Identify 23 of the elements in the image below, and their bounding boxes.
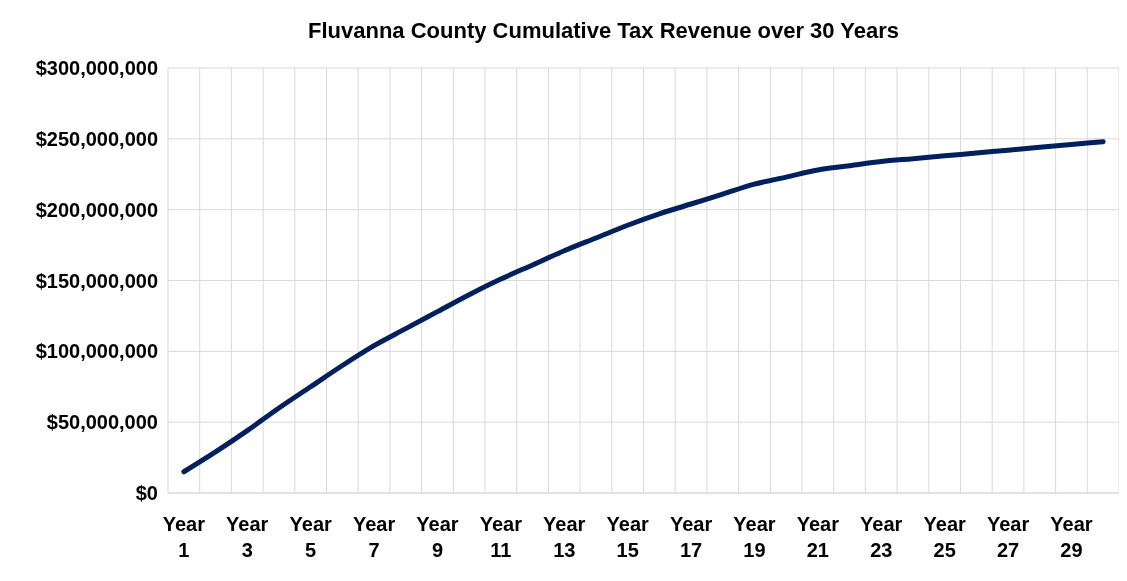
y-tick-label: $100,000,000 bbox=[35, 340, 158, 363]
x-tick-label: Year 29 bbox=[1050, 513, 1093, 561]
y-tick-label: $200,000,000 bbox=[35, 198, 158, 221]
x-tick-label: Year 11 bbox=[479, 513, 523, 561]
x-tick-label: Year 27 bbox=[986, 513, 1030, 561]
x-tick-label: Year 25 bbox=[923, 513, 966, 561]
x-tick-label: Year 23 bbox=[860, 513, 903, 561]
y-tick-label: $0 bbox=[135, 482, 158, 504]
y-tick-label: $50,000,000 bbox=[46, 411, 158, 434]
chart-title: Fluvanna County Cumulative Tax Revenue over 30 Years bbox=[308, 18, 899, 43]
x-tick-label: Year 13 bbox=[543, 513, 586, 561]
x-tick-label: Year 3 bbox=[226, 513, 269, 561]
x-tick-label: Year 5 bbox=[289, 513, 332, 561]
y-tick-label: $150,000,000 bbox=[35, 269, 158, 292]
x-tick-label: Year 21 bbox=[796, 513, 840, 561]
y-tick-label: $250,000,000 bbox=[35, 127, 158, 150]
x-tick-label: Year 7 bbox=[352, 513, 396, 561]
x-tick-label: Year 1 bbox=[162, 513, 206, 561]
x-tick-label: Year 19 bbox=[733, 513, 776, 561]
x-tick-label: Year 9 bbox=[416, 513, 459, 561]
x-tick-label: Year 17 bbox=[669, 513, 713, 561]
y-tick-label: $300,000,000 bbox=[35, 57, 158, 79]
x-tick-label: Year 15 bbox=[606, 513, 649, 561]
